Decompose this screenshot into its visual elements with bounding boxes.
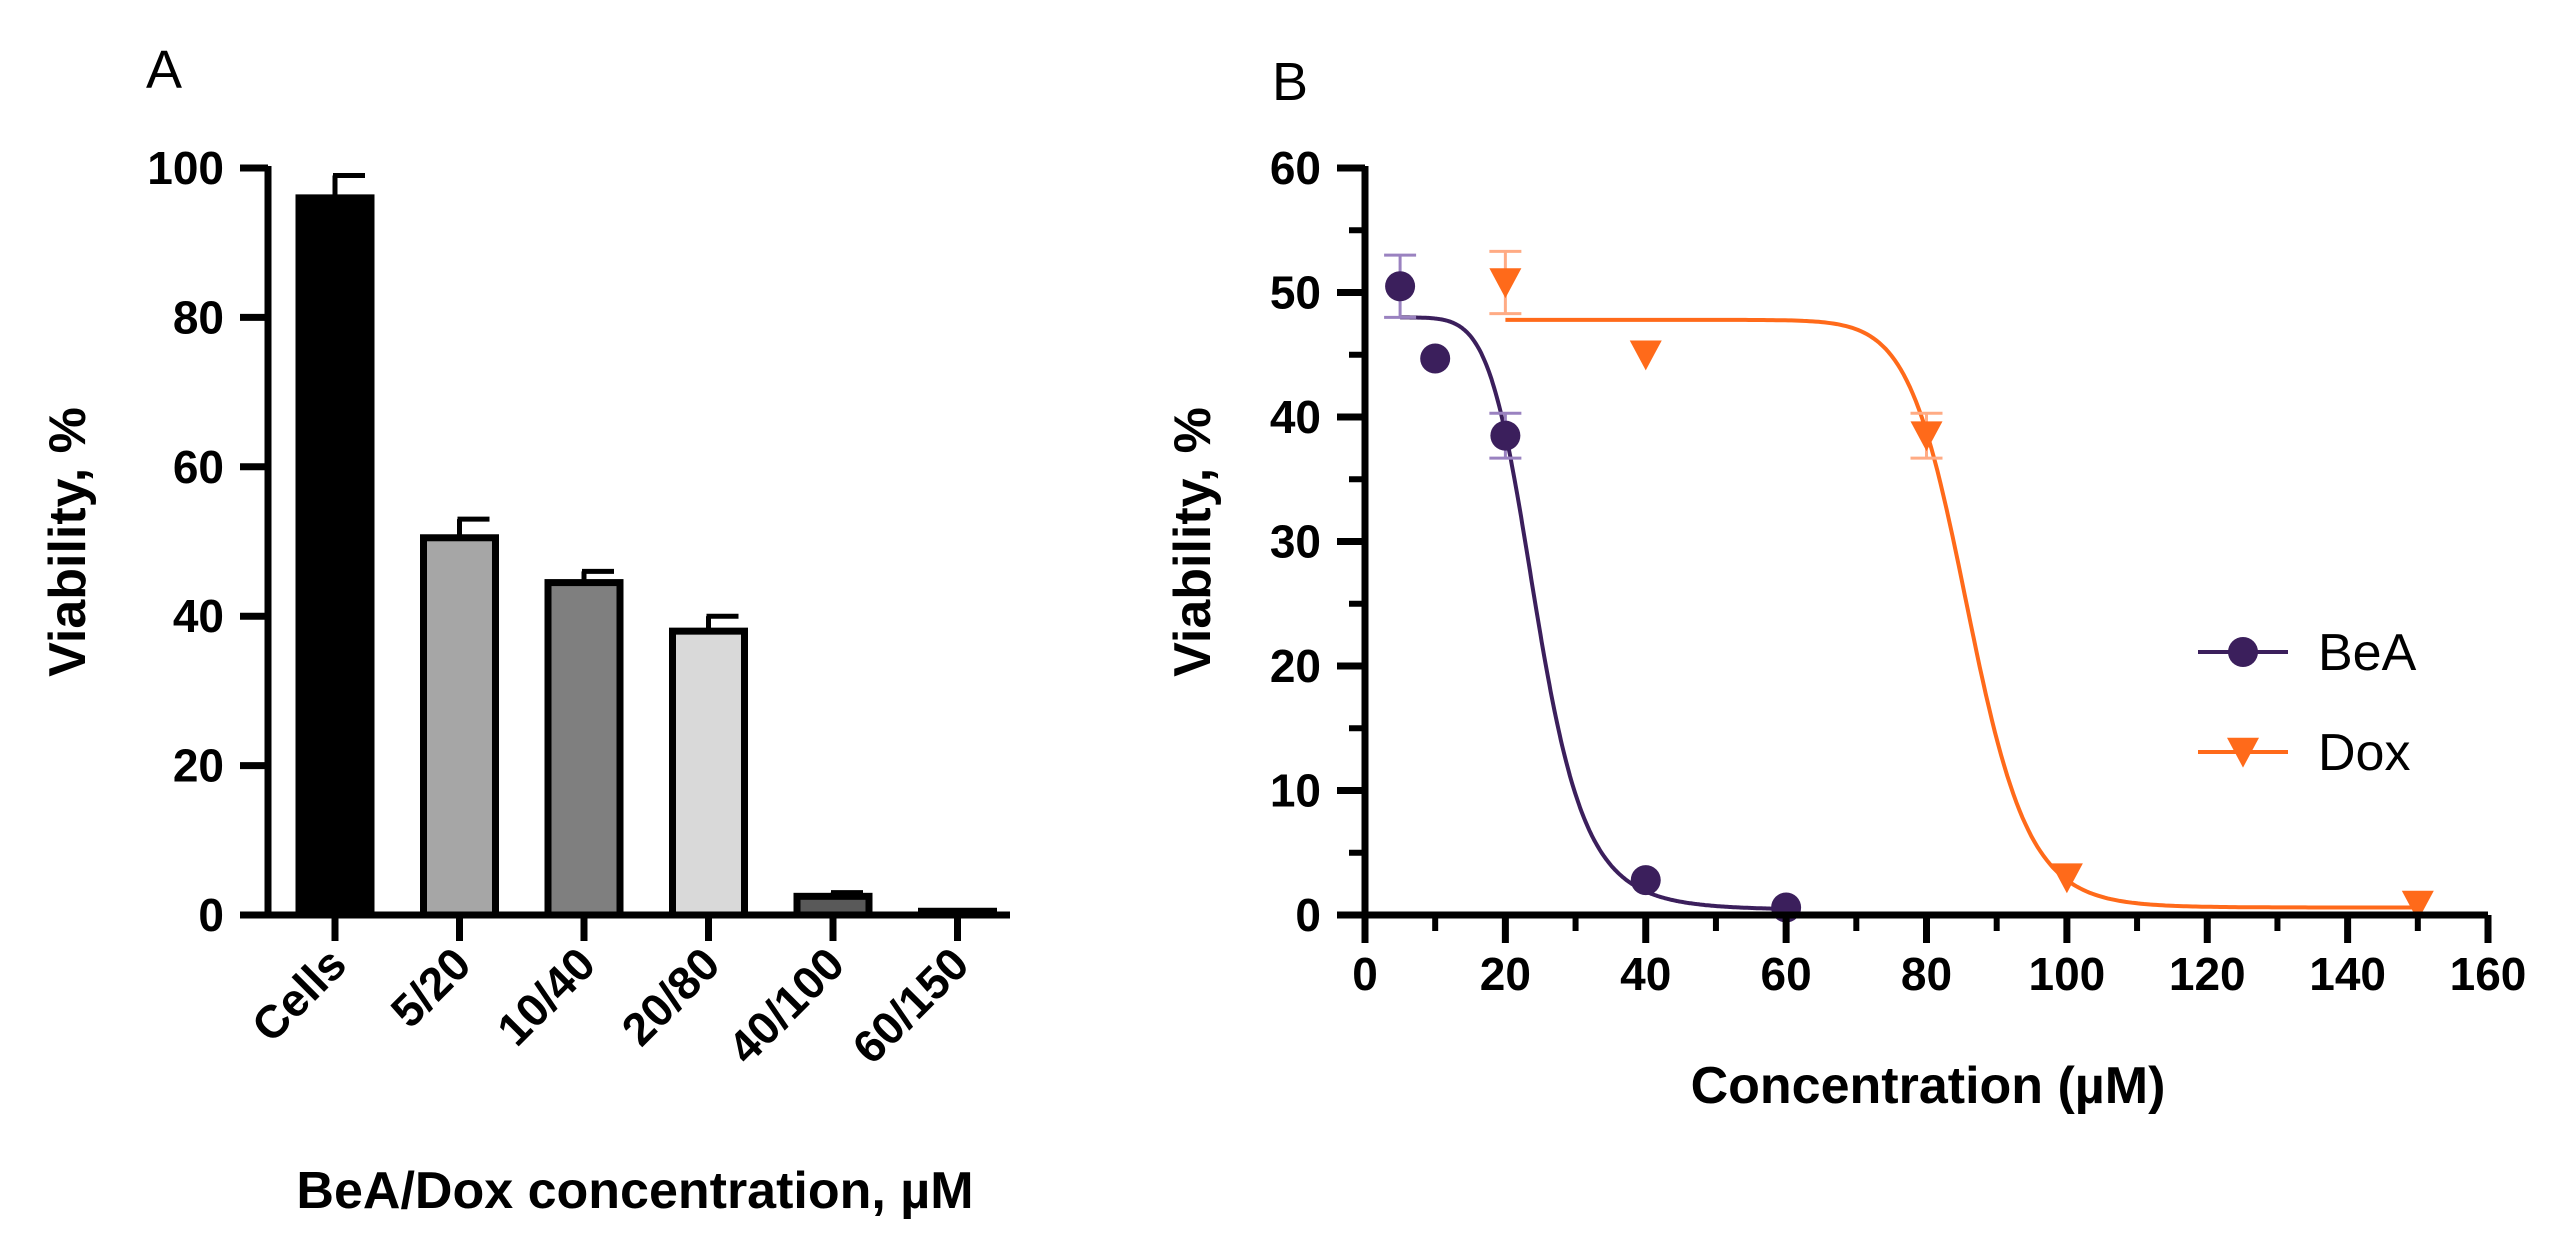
panel-b-y-tick-label: 60 <box>1270 142 1321 194</box>
panel-b-x-axis-title: Concentration (µM) <box>1691 1057 2166 1115</box>
panel-a-y-tick-label: 20 <box>173 740 224 792</box>
panel-a-x-tick-label: 5/20 <box>380 937 480 1037</box>
point-dox <box>2050 863 2083 894</box>
panel-a-x-tick-label: 20/80 <box>611 937 729 1055</box>
point-bea <box>1630 865 1661 896</box>
panel-a-y-tick-label: 80 <box>173 291 224 343</box>
panel-b-x-tick-label: 40 <box>1620 948 1671 1000</box>
panel-b-x-tick-label: 100 <box>2029 948 2106 1000</box>
point-bea <box>1420 343 1451 374</box>
legend-marker-bea <box>2228 637 2258 667</box>
point-dox <box>2401 890 2434 921</box>
panel-b-y-tick-label: 40 <box>1270 391 1321 443</box>
legend-label-dox: Dox <box>2318 724 2410 782</box>
legend-marker-dox <box>2227 737 2259 768</box>
panel-b-x-tick-label: 140 <box>2309 948 2386 1000</box>
panel-b: B 0 10 20 30 40 50 60 0 20 40 60 80 100 120 140 160 BeA… <box>1164 52 2526 1115</box>
point-dox <box>1489 268 1522 299</box>
point-bea <box>1490 420 1521 451</box>
bar-5-20 <box>420 534 499 919</box>
bar-10-40 <box>544 579 624 919</box>
panel-a-x-tick-label: 40/100 <box>718 937 854 1073</box>
panel-b-x-tick-label: 80 <box>1901 948 1952 1000</box>
bar-cells <box>295 194 375 919</box>
panel-b-x-tick-label: 60 <box>1761 948 1812 1000</box>
panel-b-y-tick-label: 20 <box>1270 640 1321 692</box>
panel-a-x-axis-title: BeA/Dox concentration, µM <box>296 1162 973 1220</box>
panel-a-x-tick-label: Cells <box>242 937 357 1052</box>
panel-a-y-tick-label: 0 <box>198 889 224 941</box>
fit-curve-dox <box>1505 317 2418 910</box>
panel-b-y-tick-label: 50 <box>1270 267 1321 319</box>
legend-label-bea: BeA <box>2318 624 2417 682</box>
panel-a-y-tick-label: 40 <box>173 590 224 642</box>
panel-a-label: A <box>146 40 182 100</box>
panel-b-y-axis-title: Viability, % <box>1164 407 1222 677</box>
point-dox <box>1629 340 1662 371</box>
panel-b-x-tick-label: 120 <box>2169 948 2246 1000</box>
bar-20-80 <box>669 627 748 919</box>
panel-b-y-tick-label: 10 <box>1270 765 1321 817</box>
panel-b-x-tick-label: 0 <box>1352 948 1378 1000</box>
panel-b-x-tick-label: 20 <box>1480 948 1531 1000</box>
point-dox <box>1910 421 1943 452</box>
panel-a-y-axis-title: Viability, % <box>39 407 97 677</box>
panel-a-y-tick-label: 60 <box>173 441 224 493</box>
panel-b-y-tick-label: 30 <box>1270 516 1321 568</box>
panel-a: A 0 20 40 60 80 100 Cells 5/20 10/40 20/8040/1006… <box>39 40 1010 1220</box>
panel-a-x-tick-label: 60/150 <box>842 937 978 1073</box>
panel-b-label: B <box>1272 52 1308 112</box>
fit-curve-bea <box>1400 315 1787 911</box>
panel-a-y-tick-label: 100 <box>147 142 224 194</box>
panel-b-x-tick-label: 160 <box>2450 948 2527 1000</box>
point-bea <box>1385 271 1416 302</box>
panel-b-y-tick-label: 0 <box>1295 889 1321 941</box>
panel-a-x-tick-label: 10/40 <box>487 937 605 1055</box>
